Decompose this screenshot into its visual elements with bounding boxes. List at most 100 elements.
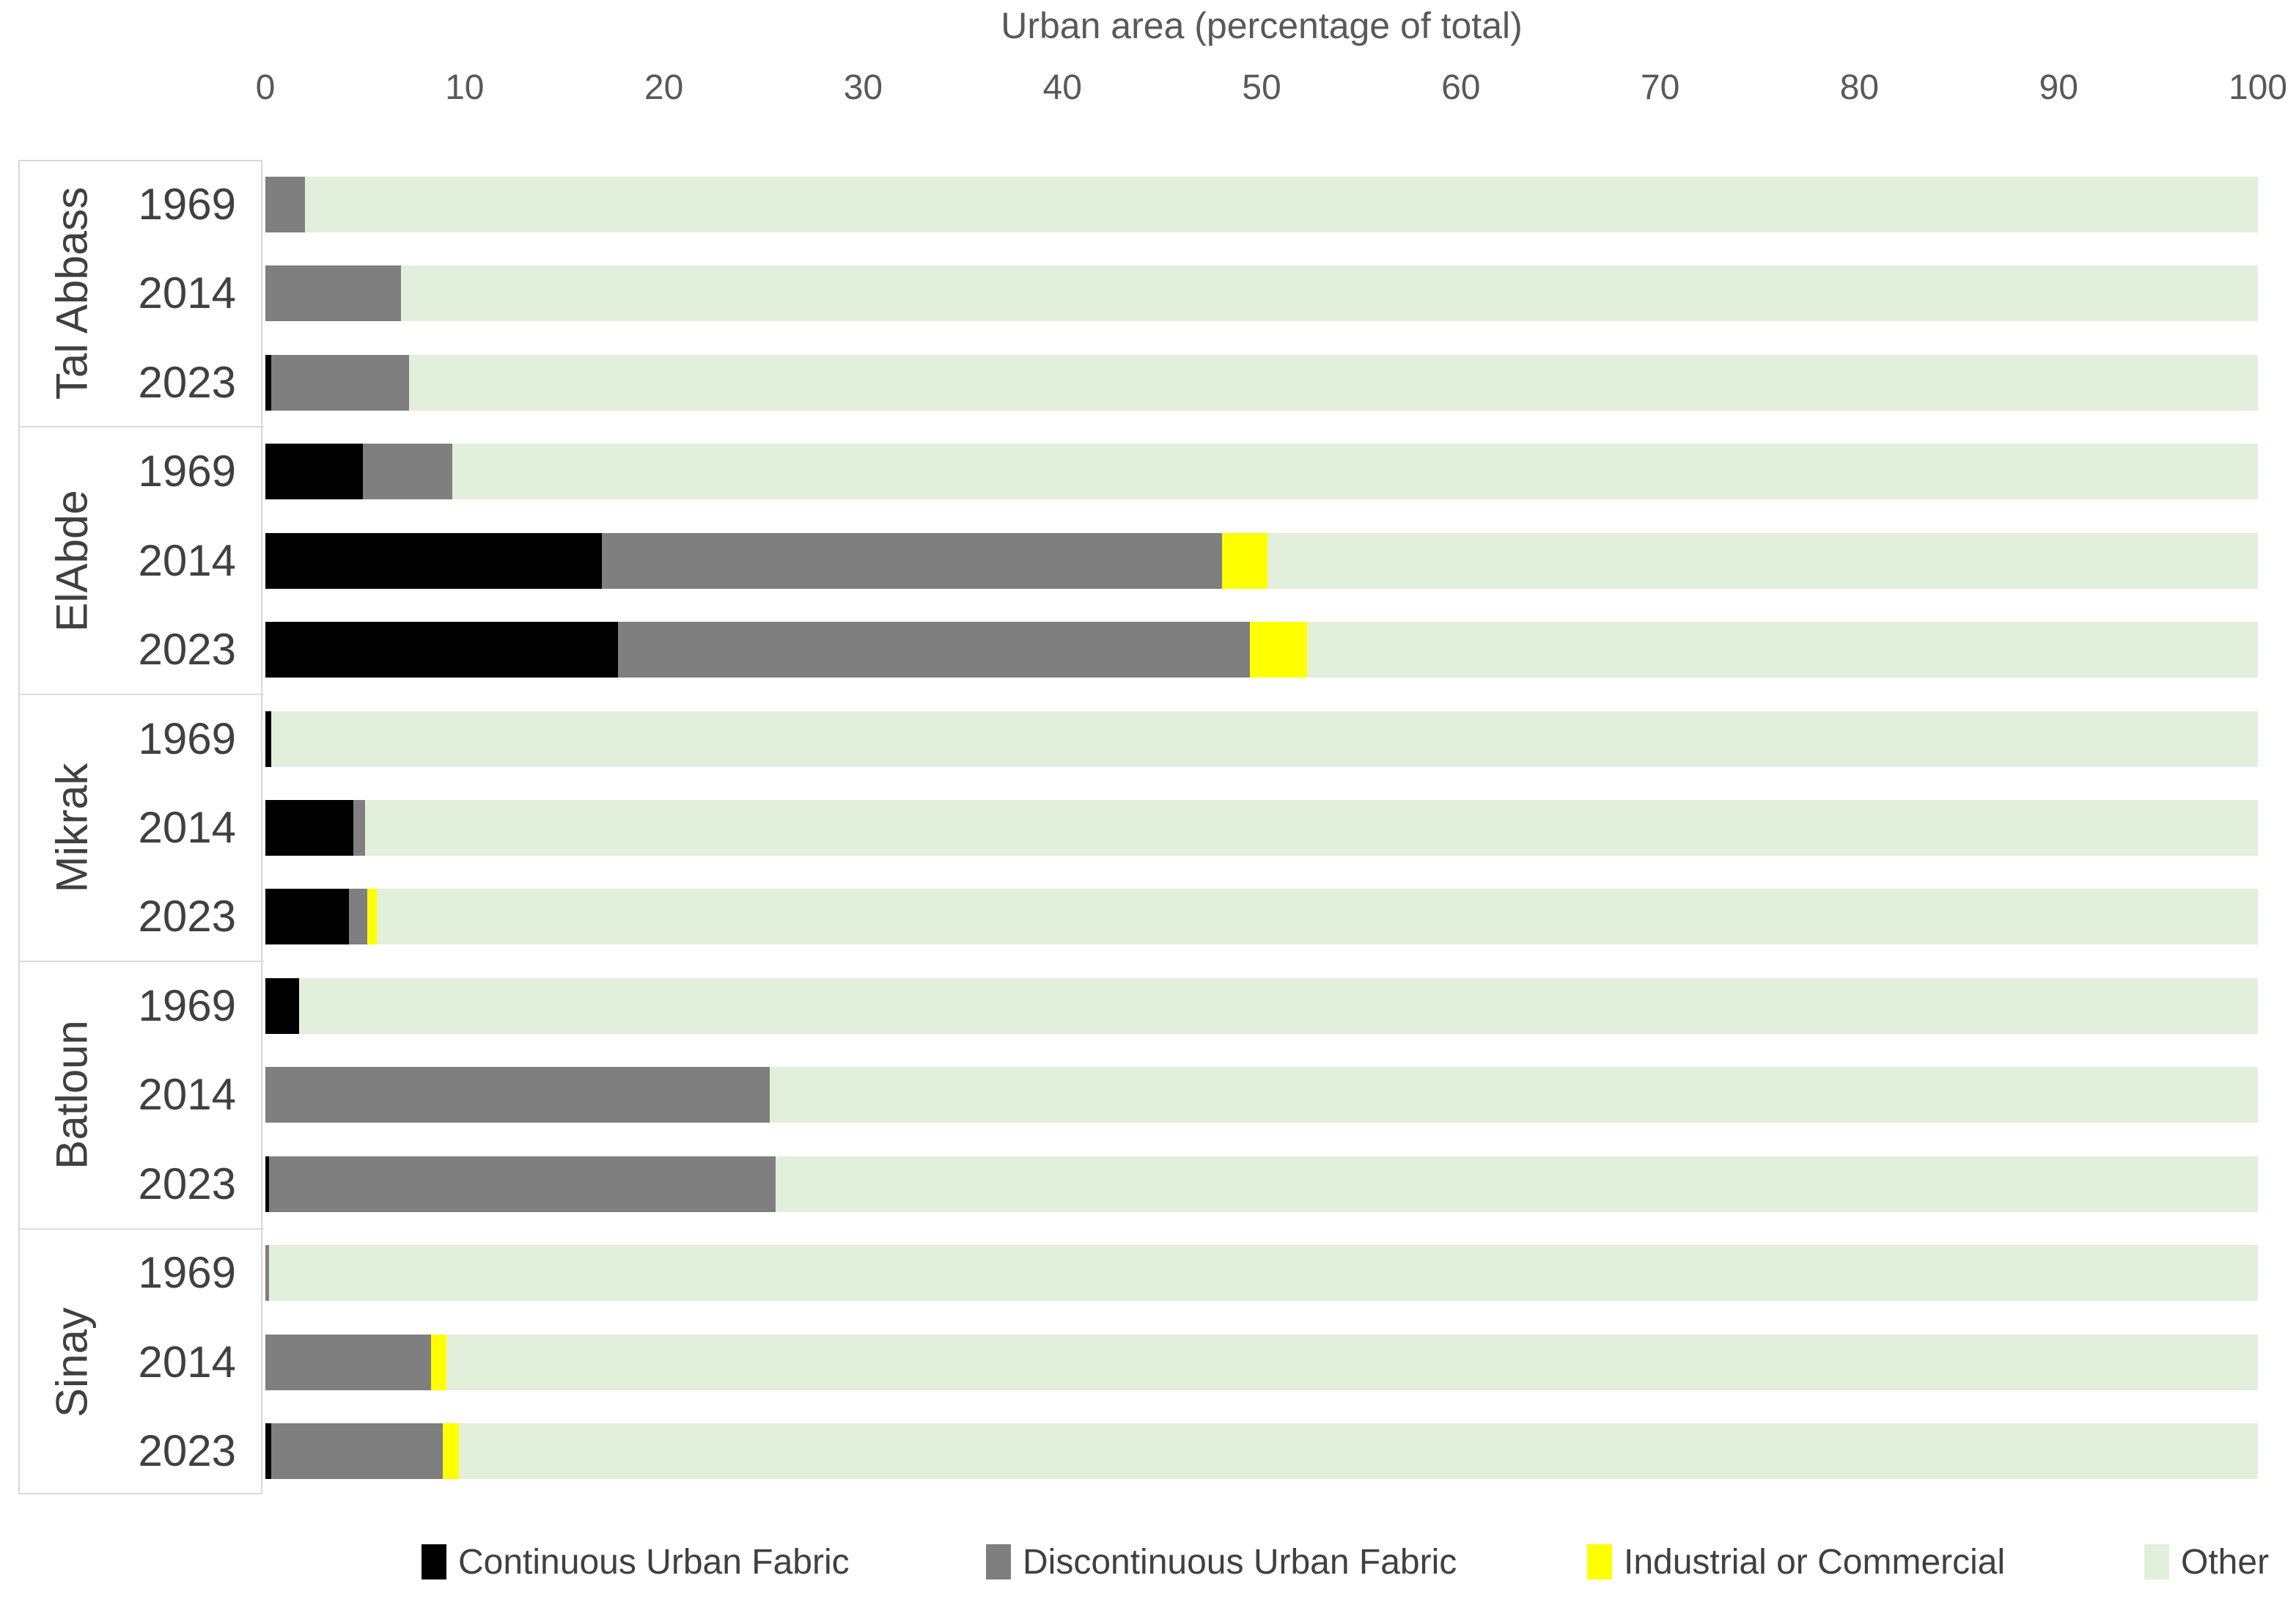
bar-segment-other — [299, 977, 2258, 1034]
bar-segment-other — [305, 176, 2258, 232]
x-axis-tick-70: 70 — [1640, 68, 1680, 107]
x-axis-tick-60: 60 — [1441, 68, 1481, 107]
year-label: 1969 — [138, 179, 236, 229]
bar-segment-other — [1307, 622, 2258, 678]
legend-label: Industrial or Commercial — [1624, 1542, 2006, 1582]
group-separator — [18, 961, 264, 963]
bar-segment-other — [400, 265, 2258, 322]
bar-segment-duf — [618, 622, 1250, 678]
bar-segment-duf — [363, 444, 453, 500]
legend-label: Other — [2181, 1542, 2270, 1582]
bar-segment-duf — [353, 800, 365, 856]
bar-segment-other — [458, 1423, 2258, 1480]
bar-mikrak-2023 — [265, 889, 2258, 945]
category-panel — [18, 160, 262, 1494]
bar-segment-ind — [442, 1423, 459, 1480]
year-label: 2023 — [138, 625, 236, 675]
bar-segment-other — [446, 1334, 2258, 1390]
legend-label: Discontinuous Urban Fabric — [1023, 1542, 1457, 1582]
group-separator — [18, 693, 264, 695]
year-label: 2023 — [138, 892, 236, 942]
group-separator — [18, 1227, 264, 1230]
bar-segment-duf — [271, 1423, 443, 1480]
bar-segment-duf — [265, 265, 401, 322]
year-label: 2014 — [138, 268, 236, 318]
bar-segment-cuf — [265, 532, 603, 589]
legend-label: Continuous Urban Fabric — [458, 1542, 850, 1582]
year-label: 2023 — [138, 1426, 236, 1476]
bar-segment-other — [408, 354, 2258, 411]
bar-sinay-1969 — [265, 1245, 2258, 1302]
bar-tal-abbass-2014 — [265, 265, 2258, 322]
bar-segment-cuf — [265, 622, 619, 678]
bar-segment-ind — [1221, 532, 1268, 589]
x-axis-tick-20: 20 — [644, 68, 684, 107]
bar-elabde-2023 — [265, 622, 2258, 678]
x-axis-tick-10: 10 — [445, 68, 485, 107]
bar-segment-cuf — [265, 977, 300, 1034]
bar-segment-duf — [269, 1156, 776, 1212]
bar-segment-other — [452, 444, 2258, 500]
legend-swatch-icon — [2144, 1544, 2169, 1579]
bar-batloun-1969 — [265, 977, 2258, 1034]
year-label: 1969 — [138, 713, 236, 763]
bar-segment-cuf — [265, 444, 364, 500]
bar-tal-abbass-1969 — [265, 176, 2258, 232]
bar-mikrak-1969 — [265, 711, 2258, 767]
bar-segment-cuf — [265, 800, 353, 856]
bar-segment-duf — [349, 889, 367, 945]
bar-batloun-2023 — [265, 1156, 2258, 1212]
bar-segment-duf — [265, 1334, 431, 1390]
year-label: 1969 — [138, 447, 236, 496]
year-label: 1969 — [138, 980, 236, 1030]
bar-segment-other — [271, 711, 2258, 767]
bar-segment-cuf — [265, 1423, 272, 1480]
year-label: 2014 — [138, 1070, 236, 1120]
bar-elabde-2014 — [265, 532, 2258, 589]
bar-mikrak-2014 — [265, 800, 2258, 856]
bar-segment-other — [775, 1156, 2258, 1212]
x-axis-tick-40: 40 — [1042, 68, 1082, 107]
bar-segment-other — [364, 800, 2258, 856]
year-label: 2023 — [138, 1159, 236, 1208]
bar-segment-ind — [430, 1334, 447, 1390]
x-axis-tick-80: 80 — [1839, 68, 1880, 107]
group-separator — [18, 426, 264, 428]
year-label: 1969 — [138, 1248, 236, 1298]
bar-segment-other — [769, 1067, 2258, 1123]
x-axis-tick-30: 30 — [843, 68, 883, 107]
bar-segment-cuf — [265, 354, 272, 411]
legend-swatch-icon — [1587, 1544, 1612, 1579]
bar-segment-other — [269, 1245, 2258, 1302]
bar-segment-duf — [602, 532, 1222, 589]
legend-item-industrial-or-commercial: Industrial or Commercial — [1587, 1541, 2005, 1582]
bar-segment-cuf — [265, 711, 272, 767]
bar-sinay-2014 — [265, 1334, 2258, 1390]
x-axis-tick-0: 0 — [255, 68, 276, 107]
bar-segment-other — [1267, 532, 2258, 589]
legend-item-other: Other — [2144, 1541, 2269, 1582]
bar-segment-duf — [265, 1067, 770, 1123]
legend-swatch-icon — [422, 1544, 446, 1579]
bar-segment-ind — [1249, 622, 1308, 678]
x-axis-tick-100: 100 — [2228, 68, 2288, 107]
bar-sinay-2023 — [265, 1423, 2258, 1480]
bar-batloun-2014 — [265, 1067, 2258, 1123]
bar-elabde-1969 — [265, 444, 2258, 500]
legend-item-continuous-urban-fabric: Continuous Urban Fabric — [422, 1541, 850, 1582]
chart-title: Urban area (percentage of total) — [1001, 5, 1523, 46]
bar-tal-abbass-2023 — [265, 354, 2258, 411]
bar-segment-duf — [265, 1245, 270, 1302]
bar-segment-cuf — [265, 889, 350, 945]
legend-swatch-icon — [986, 1544, 1011, 1579]
bar-segment-cuf — [265, 1156, 270, 1212]
year-label: 2014 — [138, 535, 236, 585]
bar-segment-duf — [265, 176, 306, 232]
x-axis-tick-50: 50 — [1242, 68, 1281, 107]
year-label: 2023 — [138, 357, 236, 407]
legend-item-discontinuous-urban-fabric: Discontinuous Urban Fabric — [986, 1541, 1457, 1582]
bar-segment-duf — [271, 354, 409, 411]
bar-segment-ind — [367, 889, 378, 945]
year-label: 2014 — [138, 1337, 236, 1387]
bar-segment-other — [377, 889, 2258, 945]
